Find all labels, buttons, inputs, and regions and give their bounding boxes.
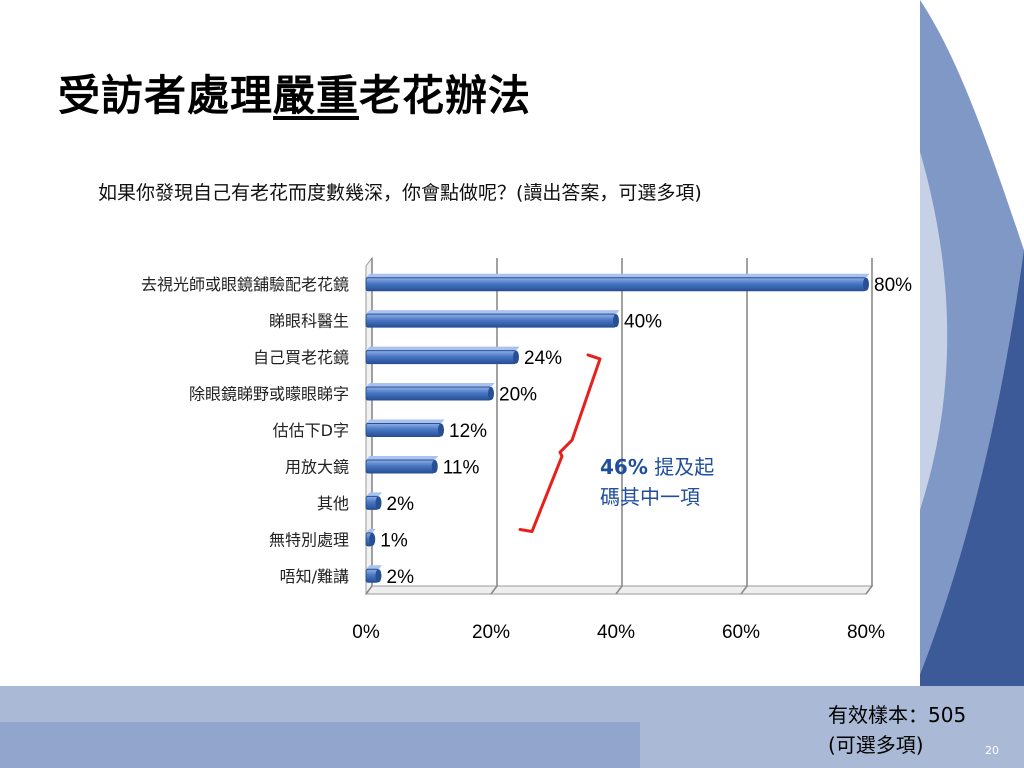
- category-label: 除眼鏡睇野或矇眼睇字: [189, 385, 349, 404]
- annotation-line-1: 46% 提及起: [600, 455, 714, 479]
- bar: [365, 350, 517, 365]
- bar-group: 無特別處理 1%: [269, 528, 408, 551]
- value-label: 80%: [874, 275, 912, 296]
- annotation-bracket: [518, 353, 602, 534]
- bar-end-cap: [863, 277, 869, 291]
- annotation-pct: 46%: [600, 455, 648, 479]
- bar-top: [366, 528, 376, 533]
- annotation-text: 提及起: [648, 455, 714, 479]
- value-label: 12%: [449, 421, 487, 442]
- multiple-choice-note: (可選多項): [828, 733, 924, 757]
- value-label: 40%: [624, 312, 662, 333]
- bar: [365, 313, 617, 328]
- value-label: 24%: [524, 348, 562, 369]
- x-tick-label: 80%: [847, 622, 885, 643]
- value-label: 11%: [443, 457, 480, 478]
- category-label: 去視光師或眼鏡舖驗配老花鏡: [141, 275, 349, 294]
- bar-group: 去視光師或眼鏡舖驗配老花鏡 80%: [141, 273, 912, 296]
- bar-group: 唔知/難講 2%: [280, 565, 414, 588]
- bar-end-cap: [369, 532, 376, 546]
- bar-end-cap: [375, 496, 382, 510]
- slide-title: 受訪者處理嚴重老花辦法: [58, 62, 531, 123]
- bar: [365, 386, 492, 401]
- bar-group: 睇眼科醫生 40%: [269, 310, 662, 333]
- bar-top: [366, 383, 495, 388]
- bar: [365, 459, 436, 474]
- gridline: [615, 258, 623, 595]
- bar-top: [366, 565, 383, 570]
- category-label: 估估下D字: [273, 421, 349, 440]
- category-label: 自己買老花鏡: [253, 348, 349, 367]
- bar-end-cap: [375, 569, 382, 583]
- bar-end-cap: [513, 350, 519, 364]
- value-label: 2%: [387, 494, 415, 515]
- title-part-1: 受訪者處理: [58, 71, 274, 120]
- gridline: [490, 258, 498, 595]
- sample-size-line: 有效樣本：505: [828, 703, 967, 727]
- gridline: [865, 258, 873, 595]
- bar-group: 其他 2%: [317, 492, 414, 515]
- bar-top: [366, 455, 439, 460]
- bar-top: [366, 273, 870, 278]
- deco-dark-band: [880, 250, 1024, 768]
- bar-group: 估估下D字 12%: [273, 419, 487, 442]
- x-tick-label: 60%: [722, 622, 760, 643]
- bar-top: [366, 419, 445, 424]
- bar-top: [366, 346, 520, 351]
- bar-end-cap: [431, 459, 438, 473]
- deco-bottom-dark: [0, 722, 640, 768]
- category-label: 其他: [317, 494, 349, 513]
- sample-size-note: 有效樣本：505 (可選多項): [828, 700, 966, 760]
- category-label: 唔知/難講: [280, 567, 349, 586]
- gridline: [740, 258, 748, 595]
- title-part-3: 老花辦法: [359, 71, 532, 120]
- x-tick-label: 0%: [352, 622, 380, 643]
- bar-top: [366, 310, 620, 315]
- survey-question: 如果你發現自己有老花而度數幾深，你會點做呢？(讀出答案，可選多項): [98, 182, 702, 204]
- value-label: 2%: [387, 567, 415, 588]
- value-label: 1%: [380, 530, 408, 551]
- deco-right-curve: [920, 0, 1024, 250]
- content-white-panel: [0, 0, 920, 686]
- category-label: 無特別處理: [269, 530, 349, 549]
- bar-top: [366, 492, 383, 497]
- value-label: 20%: [499, 385, 537, 406]
- bar-group: 除眼鏡睇野或矇眼睇字 20%: [189, 383, 537, 406]
- bar-group: 自己買老花鏡 24%: [253, 346, 562, 369]
- annotation-line-2: 碼其中一項: [600, 485, 700, 509]
- bar-end-cap: [438, 423, 444, 437]
- title-part-2-underlined: 嚴重: [273, 71, 360, 120]
- category-label: 用放大鏡: [285, 457, 349, 476]
- bar: [365, 423, 442, 437]
- bar-end-cap: [613, 314, 619, 328]
- gridline: [365, 258, 373, 595]
- bar: [365, 277, 867, 292]
- bar-group: 用放大鏡 11%: [285, 455, 480, 478]
- category-label: 睇眼科醫生: [269, 312, 349, 331]
- x-tick-label: 20%: [472, 622, 510, 643]
- x-tick-label: 40%: [597, 622, 635, 643]
- bar-end-cap: [488, 387, 494, 401]
- page-number: 20: [985, 744, 999, 757]
